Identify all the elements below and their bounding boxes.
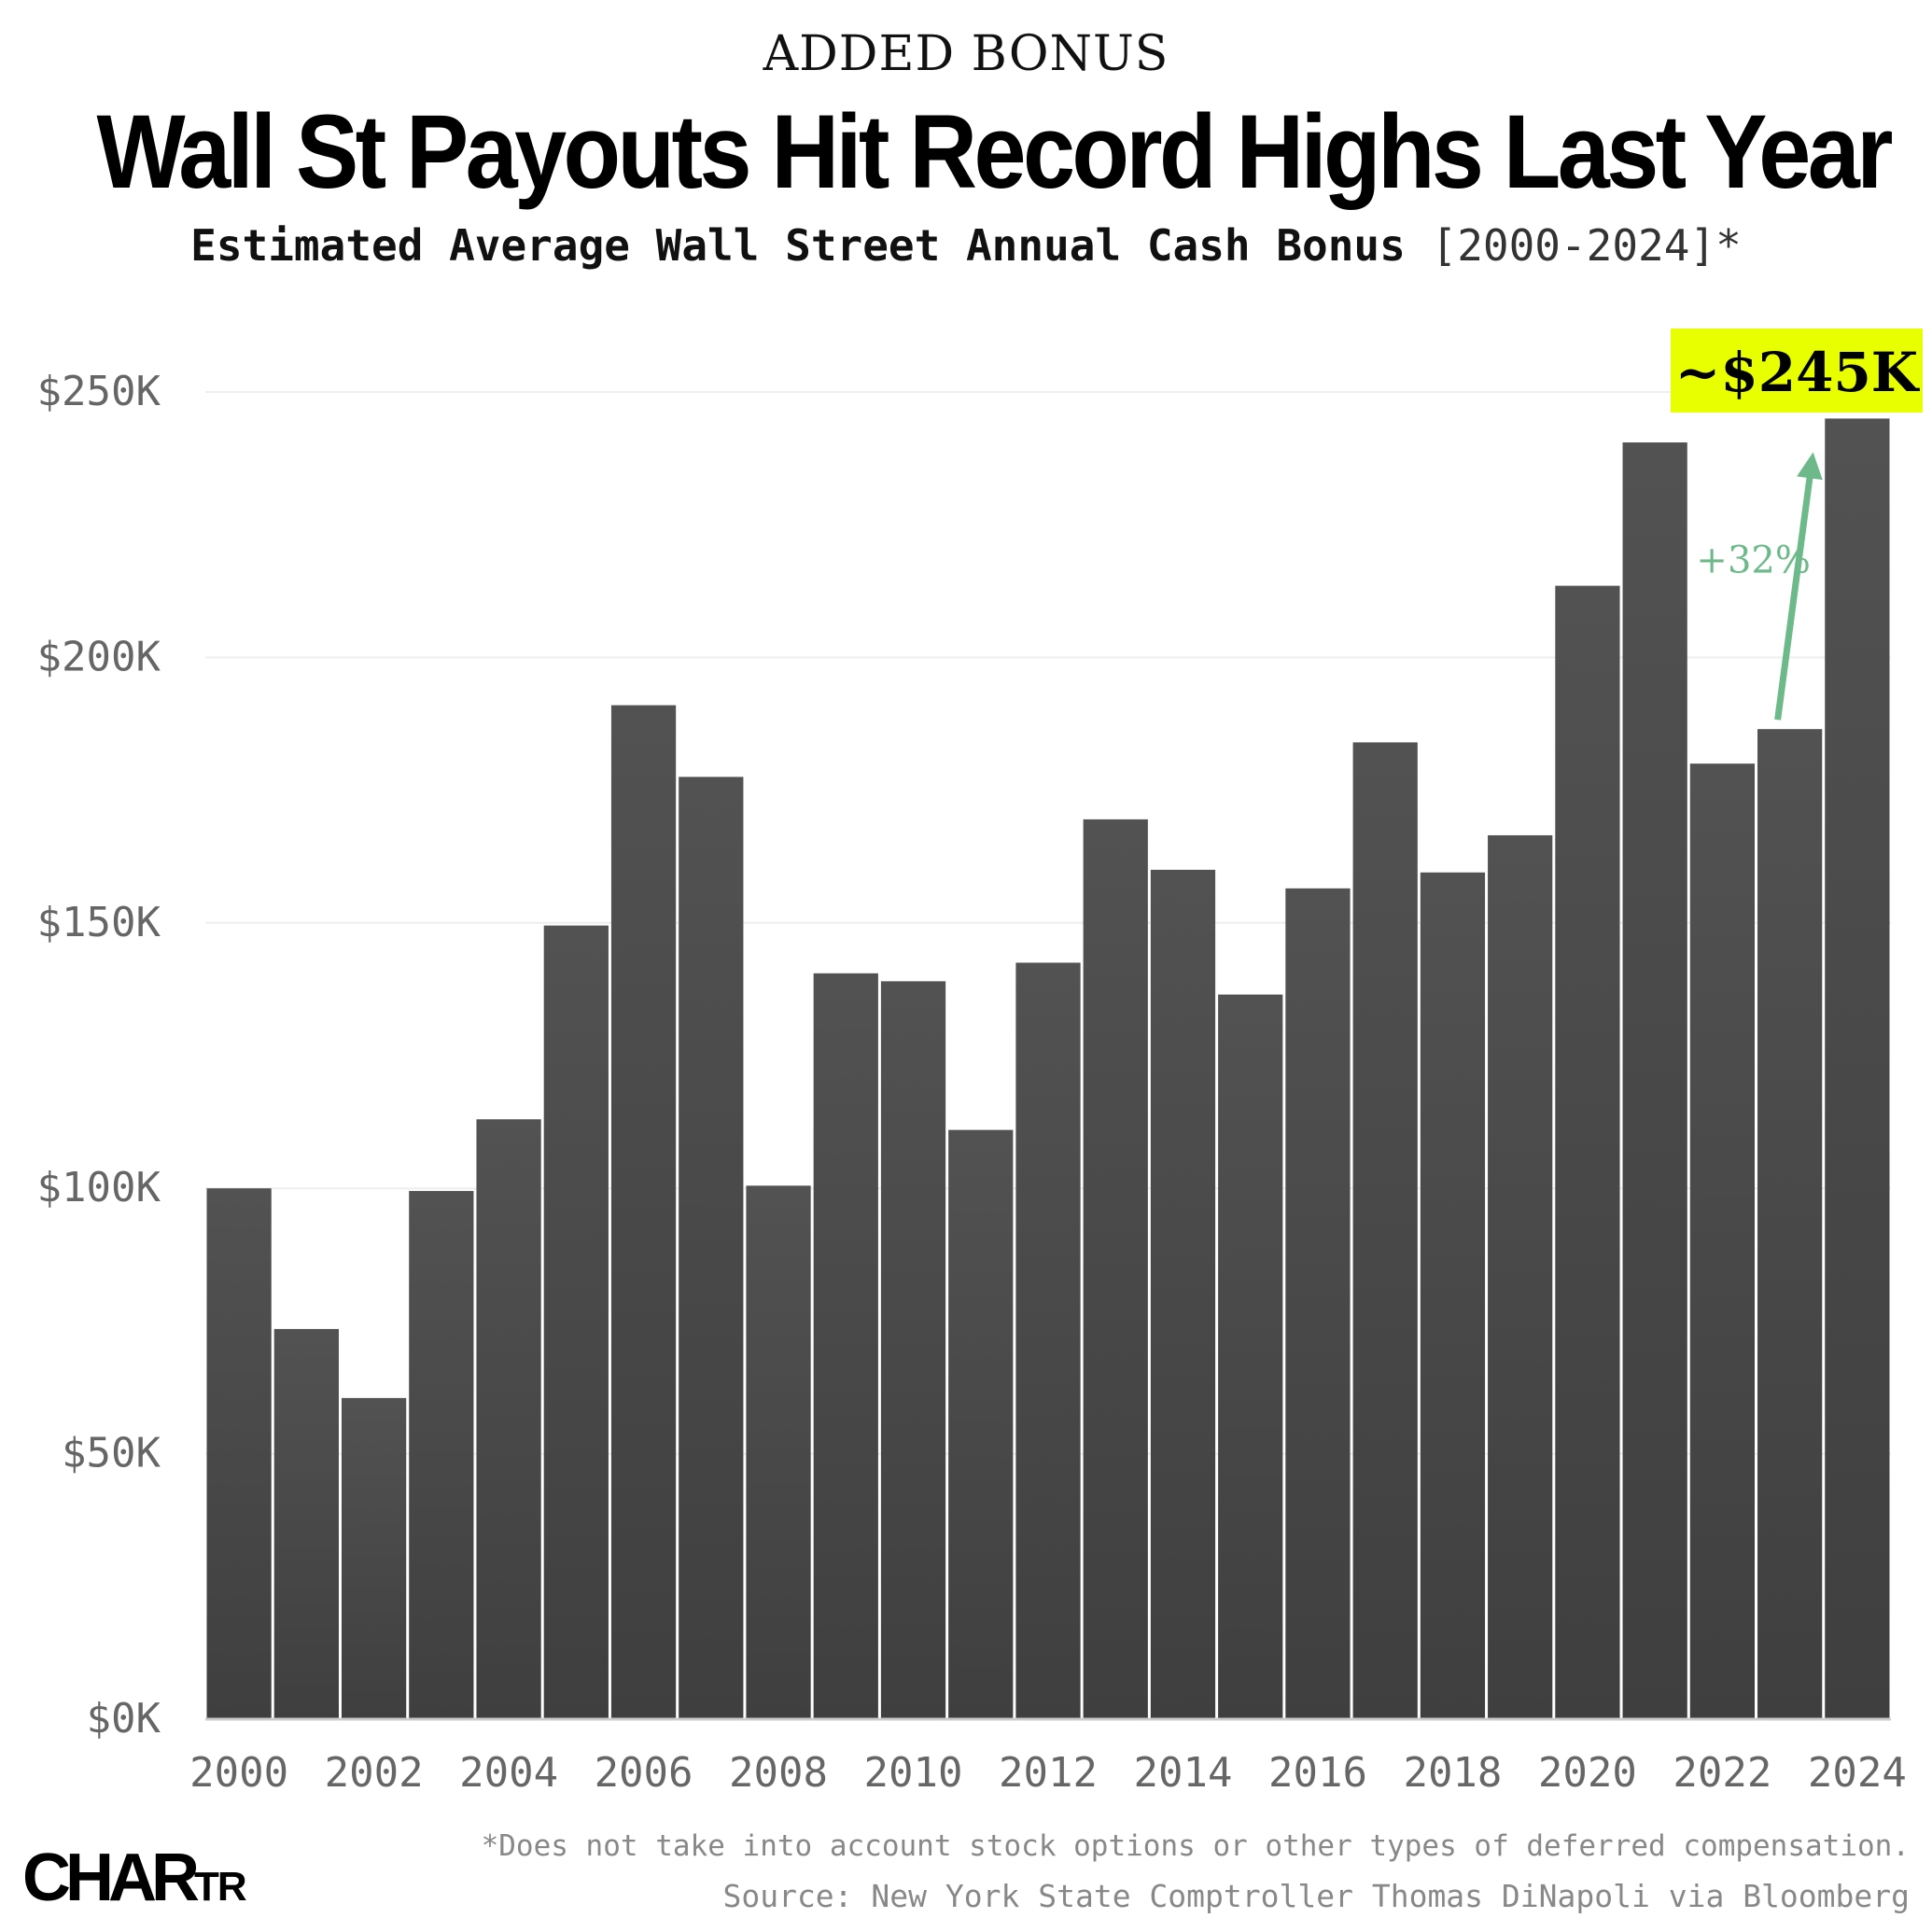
- chart-subtitle: Estimated Average Wall Street Annual Cas…: [0, 220, 1932, 271]
- logo-main: CHAR: [22, 1841, 200, 1915]
- bar-2024: [1825, 418, 1890, 1720]
- change-arrow: [1774, 452, 1823, 721]
- x-tick-label: 2010: [864, 1749, 963, 1797]
- highlight-box: [1671, 329, 1923, 413]
- bar-2019: [1488, 834, 1553, 1719]
- bar-chart: $0K $50K $100K $150K $200K $250K 2000 2002 2004…: [37, 329, 1923, 1797]
- bar-2005: [543, 925, 609, 1719]
- x-tick-label: 2014: [1133, 1749, 1232, 1797]
- bar-2020: [1555, 585, 1620, 1719]
- bar-2016: [1285, 888, 1351, 1719]
- x-tick-label: 2018: [1403, 1749, 1502, 1797]
- y-tick-label: $200K: [37, 633, 161, 680]
- bar-2012: [1015, 962, 1081, 1719]
- x-tick-label: 2022: [1673, 1749, 1771, 1797]
- footnote: *Does not take into account stock option…: [481, 1829, 1910, 1863]
- bar-2014: [1150, 869, 1216, 1719]
- bar-2006: [610, 705, 677, 1719]
- y-tick-label: $0K: [87, 1695, 161, 1743]
- bar-2015: [1218, 994, 1283, 1719]
- y-tick-label: $250K: [37, 368, 161, 415]
- x-tick-label: 2012: [999, 1749, 1098, 1797]
- bar-2021: [1622, 442, 1687, 1719]
- logo-small: TR: [193, 1864, 247, 1910]
- highlight-label: ~$245K: [1675, 341, 1921, 404]
- bar-2018: [1420, 872, 1486, 1719]
- kicker: ADDED BONUS: [763, 26, 1169, 82]
- bar-2009: [813, 973, 878, 1719]
- bar-2011: [948, 1129, 1014, 1719]
- bars: [205, 418, 1891, 1721]
- x-tick-label: 2008: [729, 1749, 828, 1797]
- y-tick-label: $50K: [62, 1430, 161, 1477]
- change-label: +32%: [1696, 539, 1810, 581]
- y-tick-label: $100K: [37, 1164, 161, 1211]
- x-axis: 2000 2002 2004 2006 2008 2010 2012 2014 2016 2018…: [189, 1749, 1907, 1797]
- x-tick-label: 2004: [459, 1749, 558, 1797]
- bar-2017: [1352, 742, 1418, 1719]
- chart-title: Wall St Payouts Hit Record Highs Last Ye…: [96, 93, 1894, 210]
- x-tick-label: 2000: [189, 1749, 288, 1797]
- chartr-logo: CHARTR: [22, 1844, 247, 1911]
- x-tick-label: 2024: [1808, 1749, 1907, 1797]
- subtitle-range: [2000-2024]*: [1431, 220, 1742, 271]
- bar-2003: [409, 1191, 474, 1719]
- bar-2007: [679, 777, 744, 1719]
- x-tick-label: 2002: [325, 1749, 424, 1797]
- source-note: Source: New York State Comptroller Thoma…: [722, 1878, 1910, 1914]
- y-tick-label: $150K: [37, 899, 161, 946]
- x-tick-label: 2006: [595, 1749, 693, 1797]
- bar-2022: [1689, 763, 1756, 1719]
- bar-2008: [746, 1185, 811, 1719]
- bar-2010: [880, 981, 946, 1719]
- x-tick-label: 2016: [1268, 1749, 1367, 1797]
- bar-2023: [1757, 729, 1823, 1719]
- x-tick-label: 2020: [1538, 1749, 1637, 1797]
- bar-2002: [341, 1397, 407, 1719]
- y-axis: $0K $50K $100K $150K $200K $250K: [37, 368, 161, 1743]
- bar-2000: [206, 1188, 272, 1719]
- bar-2001: [273, 1328, 339, 1719]
- bar-2013: [1083, 819, 1148, 1719]
- annotations: ~$245K +32%: [1671, 329, 1923, 721]
- subtitle-main: Estimated Average Wall Street Annual Cas…: [190, 220, 1406, 271]
- bar-2004: [476, 1119, 541, 1719]
